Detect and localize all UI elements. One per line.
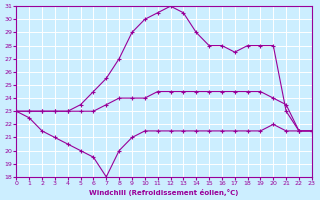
X-axis label: Windchill (Refroidissement éolien,°C): Windchill (Refroidissement éolien,°C)	[89, 189, 239, 196]
